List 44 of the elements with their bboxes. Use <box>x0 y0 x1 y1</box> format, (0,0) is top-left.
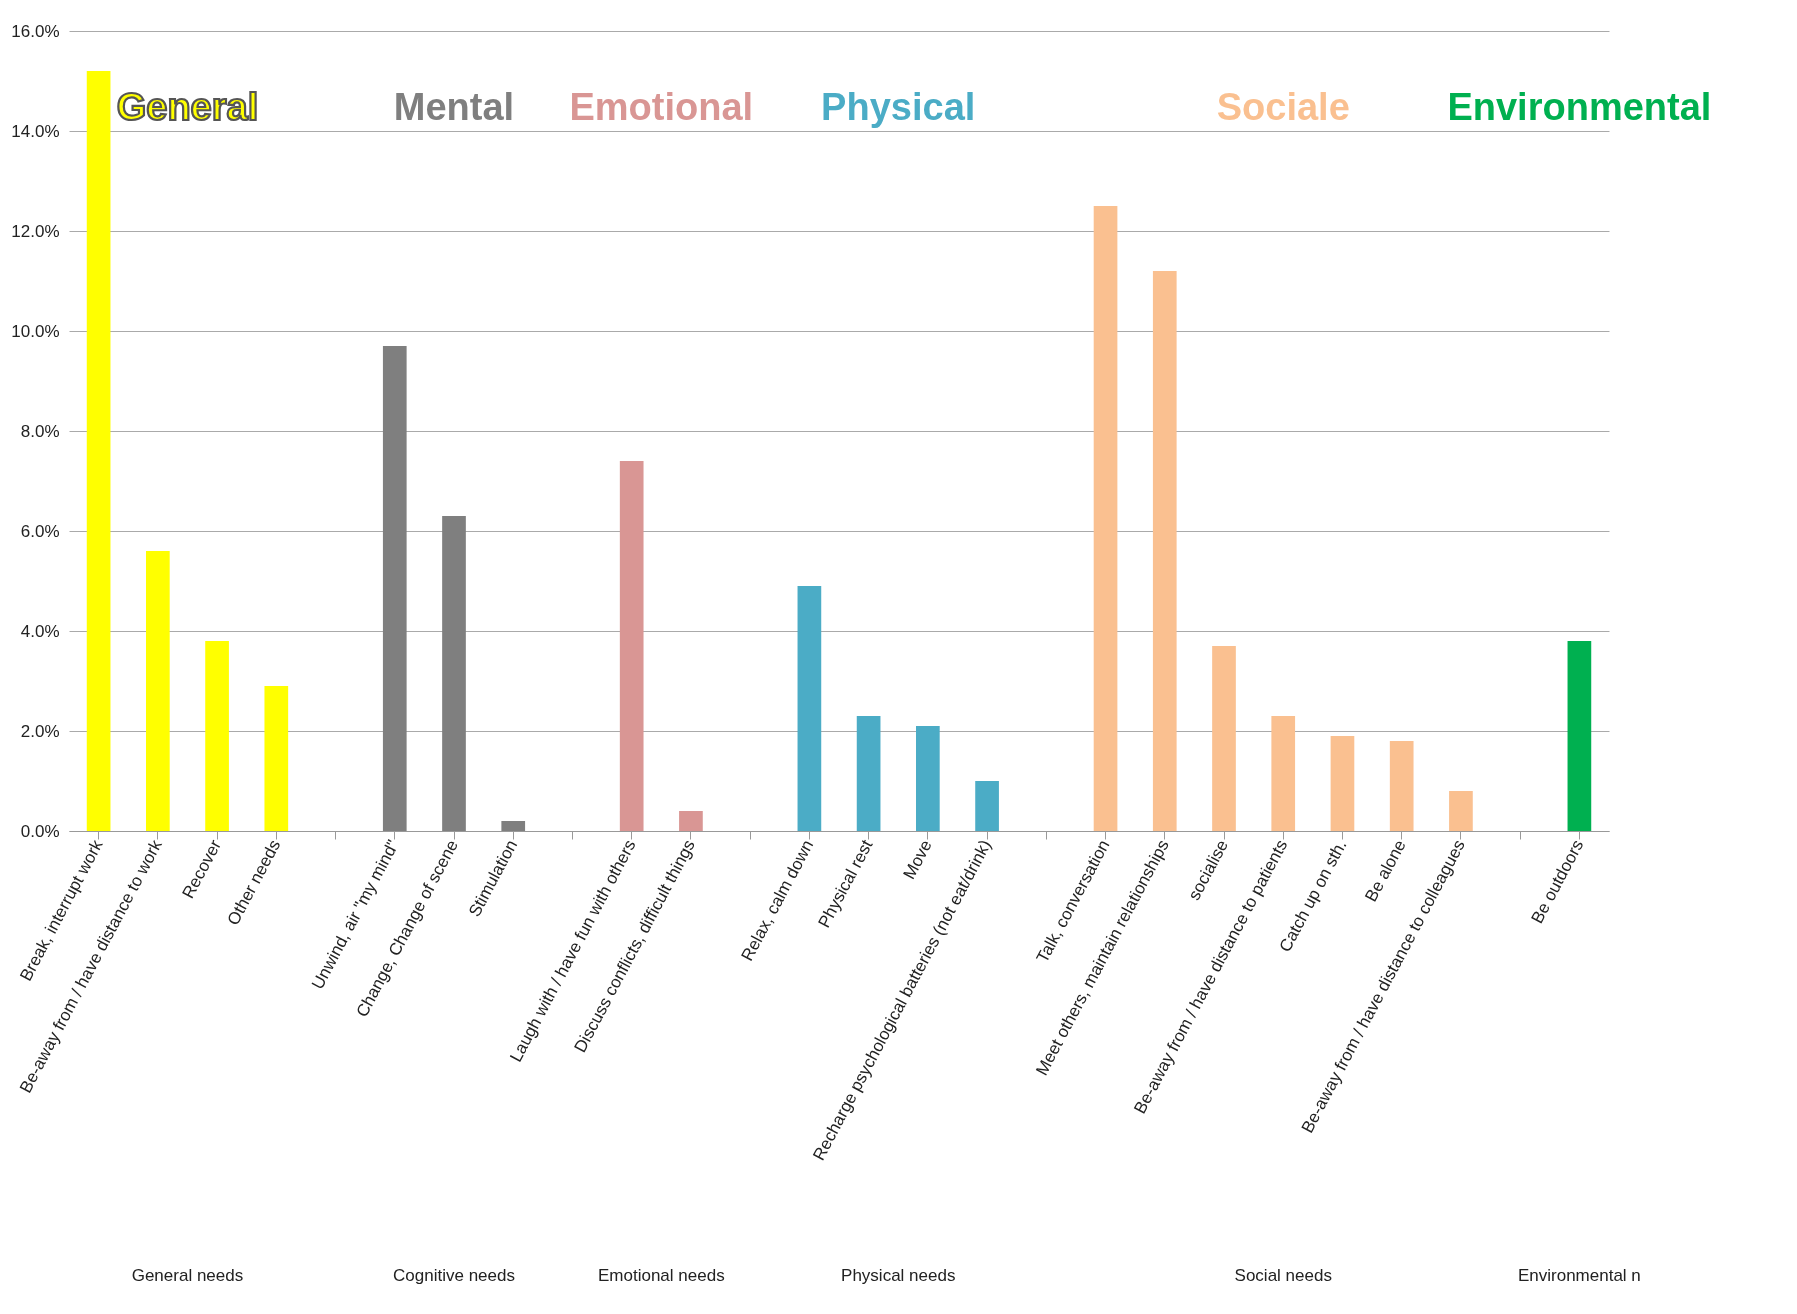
bar <box>1152 271 1177 831</box>
y-tick-label: 14.0% <box>11 121 60 141</box>
y-tick-label: 6.0% <box>20 521 60 541</box>
bar <box>1212 646 1236 831</box>
bar <box>1330 736 1355 831</box>
text: Cognitive needs <box>393 1266 515 1285</box>
text: Emotional <box>569 86 754 128</box>
bar <box>619 461 644 831</box>
y-tick-label: 10.0% <box>11 321 60 341</box>
bar <box>1389 741 1414 831</box>
series-label: General <box>116 86 259 128</box>
bar <box>205 641 229 831</box>
bar <box>916 726 940 831</box>
text: Emotional needs <box>597 1266 725 1285</box>
text: Physical needs <box>841 1266 956 1285</box>
y-tick-label: 2.0% <box>20 721 60 741</box>
y-tick-label: 8.0% <box>20 421 60 441</box>
text: Mental <box>393 86 515 128</box>
text: Environmental <box>1447 86 1712 128</box>
bar <box>1093 206 1118 831</box>
bar <box>679 811 703 831</box>
bar <box>501 821 526 831</box>
text: Sociale <box>1216 86 1350 128</box>
bar <box>382 346 407 831</box>
bar <box>1449 791 1473 831</box>
bar <box>442 516 466 831</box>
x-tick-label: Be alone <box>1361 836 1410 905</box>
y-tick-label: 12.0% <box>11 221 60 241</box>
bar <box>86 71 111 831</box>
bar <box>146 551 170 831</box>
bar <box>797 586 822 831</box>
bar <box>1271 716 1296 831</box>
bar <box>264 686 289 831</box>
text: Social needs <box>1234 1266 1332 1285</box>
text: General needs <box>131 1266 244 1285</box>
text: Environmental n <box>1517 1266 1641 1285</box>
x-tick-label: Move <box>899 836 936 883</box>
y-tick-label: 4.0% <box>20 621 60 641</box>
bar <box>856 716 881 831</box>
y-tick-label: 16.0% <box>11 21 60 41</box>
text: Physical <box>821 86 976 128</box>
bar <box>1567 641 1592 831</box>
bar <box>975 781 999 831</box>
y-tick-label: 0.0% <box>20 821 60 841</box>
